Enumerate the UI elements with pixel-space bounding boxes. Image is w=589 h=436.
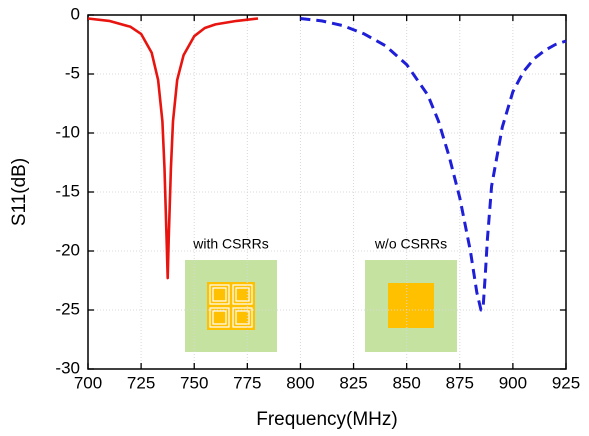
inset-with-csrrs xyxy=(185,260,277,352)
x-tick-label: 875 xyxy=(446,373,474,392)
y-tick-label: -20 xyxy=(55,240,80,259)
y-tick-label: -30 xyxy=(55,358,80,377)
x-tick-label: 800 xyxy=(286,373,314,392)
x-tick-label: 825 xyxy=(339,373,367,392)
x-tick-label: 850 xyxy=(392,373,420,392)
y-tick-label: -15 xyxy=(55,181,80,200)
x-tick-label: 750 xyxy=(180,373,208,392)
y-tick-label: -5 xyxy=(65,63,80,82)
plot-frame xyxy=(87,14,567,370)
x-tick-label: 700 xyxy=(74,373,102,392)
y-tick-label: 0 xyxy=(71,4,80,23)
inset-without-csrrs xyxy=(365,260,457,352)
y-tick-label: -10 xyxy=(55,122,80,141)
x-axis-title: Frequency(MHz) xyxy=(256,409,397,430)
y-axis-title: S11(dB) xyxy=(9,158,30,226)
x-tick-label: 775 xyxy=(233,373,261,392)
y-tick-label: -25 xyxy=(55,299,80,318)
annotation: with CSRRs xyxy=(192,236,268,252)
series-line xyxy=(300,17,567,312)
x-tick-label: 725 xyxy=(127,373,155,392)
annotation: w/o CSRRs xyxy=(374,236,447,252)
series-line xyxy=(87,17,259,280)
x-tick-label: 925 xyxy=(552,373,580,392)
x-tick-label: 900 xyxy=(499,373,527,392)
